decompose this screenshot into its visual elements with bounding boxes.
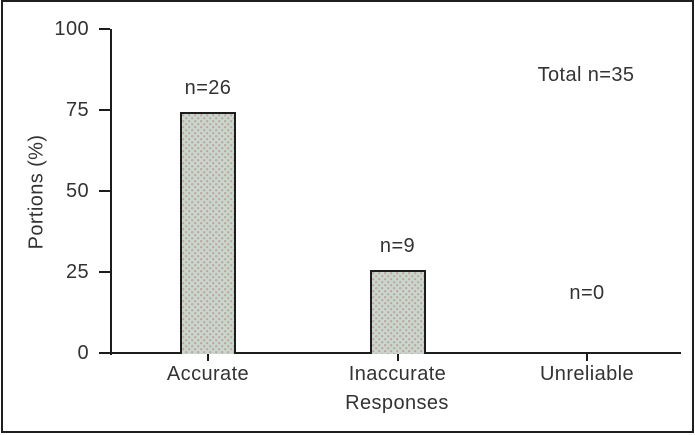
- y-tick-label: 0: [77, 342, 89, 364]
- x-tick-mark: [396, 353, 399, 361]
- y-tick-mark: [99, 109, 110, 111]
- category-label-accurate: Accurate: [166, 363, 250, 385]
- bar-inaccurate: [369, 269, 426, 354]
- category-label-inaccurate: Inaccurate: [348, 363, 447, 385]
- category-label-unreliable: Unreliable: [539, 363, 635, 385]
- y-tick-label: 50: [65, 180, 89, 202]
- y-tick-mark: [99, 352, 110, 354]
- x-tick-mark: [207, 353, 209, 361]
- y-tick-mark: [99, 190, 110, 192]
- y-tick-mark: [99, 271, 110, 273]
- y-tick-mark: [99, 28, 110, 30]
- count-label-inaccurate: n=9: [379, 234, 416, 257]
- y-axis-title: Portions (%): [25, 134, 48, 250]
- count-label-accurate: n=26: [184, 77, 232, 100]
- count-label-unreliable: n=0: [569, 282, 605, 304]
- x-tick-mark: [586, 353, 588, 361]
- y-tick-label: 25: [65, 261, 89, 283]
- y-tick-label: 75: [65, 99, 89, 121]
- y-axis-line: [110, 29, 112, 355]
- y-tick-label: 100: [54, 18, 89, 40]
- x-axis-title: Responses: [345, 392, 449, 414]
- total-annotation: Total n=35: [537, 64, 635, 86]
- bar-accurate: [180, 112, 236, 354]
